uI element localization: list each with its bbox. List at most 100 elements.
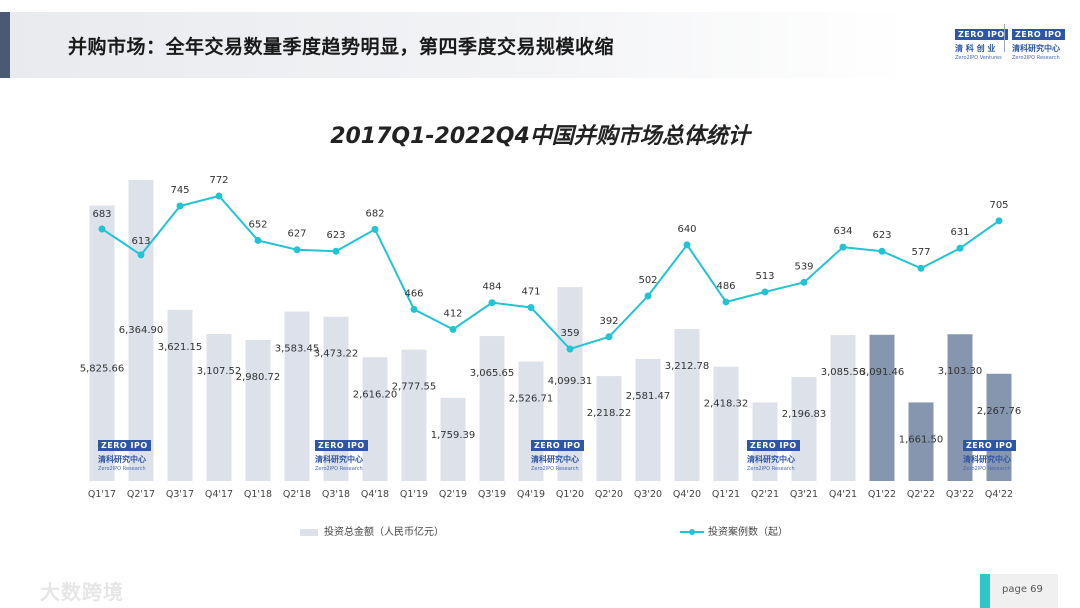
x-tick-label: Q1'17 [88,489,116,500]
line-value-label: 359 [560,328,579,339]
header: 并购市场：全年交易数量季度趋势明显，第四季度交易规模收缩 [0,12,1080,78]
line-point [839,243,847,251]
line-point [761,288,769,296]
bar-value-label: 2,777.55 [392,382,437,393]
x-tick-label: Q2'19 [439,489,467,500]
bar [128,180,154,481]
x-tick-label: Q1'20 [556,489,584,500]
line-point [176,202,184,210]
bar-value-label: 2,581.47 [626,391,671,402]
watermark-logo: ZERO IPO 清科研究中心 Zero2IPO Research [531,433,601,472]
bar-value-label: 1,759.39 [431,430,476,441]
page-number-box: page 69 [980,574,1058,608]
line-value-label: 705 [989,200,1008,211]
x-tick-label: Q4'17 [205,489,233,500]
watermark-logo: ZERO IPO 清科研究中心 Zero2IPO Research [315,433,385,472]
line-value-label: 392 [599,316,618,327]
bar-value-label: 3,621.15 [158,342,203,353]
bar [830,335,856,481]
bar-value-label: 3,085.56 [821,367,866,378]
bar-value-label: 3,473.22 [314,349,359,360]
page-title: 并购市场：全年交易数量季度趋势明显，第四季度交易规模收缩 [68,36,615,58]
header-band [0,12,910,78]
x-tick-label: Q4'19 [517,489,545,500]
bar-value-label: 2,418.32 [704,399,749,410]
x-tick-label: Q3'17 [166,489,194,500]
bar [245,340,271,481]
bar [401,349,427,481]
watermark-logo: ZERO IPO 清科研究中心 Zero2IPO Research [747,433,817,472]
x-tick-label: Q2'21 [751,489,779,500]
bar-value-label: 3,065.65 [470,368,515,379]
line-value-label: 627 [287,229,306,240]
line-point [98,225,106,233]
bar [908,402,934,481]
x-tick-label: Q2'17 [127,489,155,500]
watermark-logo: ZERO IPO 清科研究中心 Zero2IPO Research [98,433,168,472]
line-value-label: 502 [638,275,657,286]
legend-line-label: 投资案例数（起） [708,527,788,538]
line-point [410,305,418,313]
legend-bar: 投资总金额（人民币亿元） [300,523,444,538]
x-tick-label: Q2'20 [595,489,623,500]
line-value-label: 683 [92,209,111,220]
bar [791,377,817,481]
bar-value-label: 3,212.78 [665,361,710,372]
x-tick-label: Q2'18 [283,489,311,500]
line-value-label: 623 [872,230,891,241]
line-point [878,247,886,255]
bar-value-label: 2,526.71 [509,394,554,405]
bar-value-label: 2,980.72 [236,372,281,383]
line-value-label: 772 [209,175,228,186]
line-value-label: 631 [950,227,969,238]
x-tick-label: Q1'21 [712,489,740,500]
line-point [254,236,262,244]
line-point [371,225,379,233]
line-point [449,325,457,333]
bar-value-label: 2,616.20 [353,389,398,400]
x-tick-label: Q2'22 [907,489,935,500]
bar [986,373,1012,481]
bar-value-label: 2,267.76 [977,406,1022,417]
page-number: page 69 [1002,584,1043,595]
bar [89,205,115,482]
x-tick-label: Q4'21 [829,489,857,500]
bar-value-label: 6,364.90 [119,325,164,336]
x-tick-label: Q4'18 [361,489,389,500]
line-value-label: 640 [677,224,696,235]
line-point [683,241,691,249]
x-tick-label: Q1'18 [244,489,272,500]
page-accent [980,574,990,608]
line-value-label: 486 [716,281,735,292]
bar [674,329,700,481]
line-point [800,278,808,286]
line-value-label: 539 [794,261,813,272]
bar [479,336,505,481]
bar [284,311,310,481]
x-tick-label: Q3'18 [322,489,350,500]
line-point [293,246,301,254]
legend-line-swatch [680,529,704,535]
line-point [644,292,652,300]
x-tick-label: Q4'20 [673,489,701,500]
bar-value-label: 3,583.45 [275,344,320,355]
zero2ipo-research-logo: ZERO IPO 清科研究中心 Zero2IPO Research [1012,22,1065,61]
header-accent-bar [0,12,10,78]
bar [713,366,739,481]
line-value-label: 471 [521,287,540,298]
bar-value-label: 2,218.22 [587,408,632,419]
bar [323,316,349,481]
bar [596,376,622,481]
bar-value-label: 3,103.30 [938,366,983,377]
bar [869,334,895,481]
line-point [566,345,574,353]
bar [206,334,232,481]
line-value-label: 484 [482,282,501,293]
bar-value-label: 3,091.46 [860,367,905,378]
line-point [605,333,613,341]
line-value-label: 652 [248,219,267,230]
bar [518,361,544,481]
line-value-label: 412 [443,308,462,319]
bar-value-label: 4,099.31 [548,376,593,387]
